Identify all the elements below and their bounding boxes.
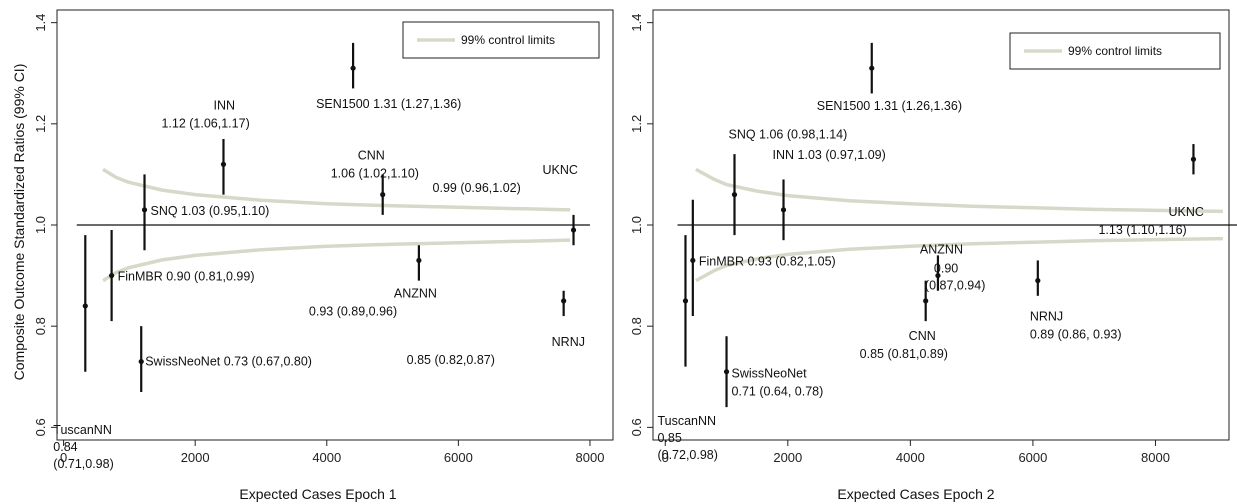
y-tick-label: 0.6 [629,418,644,436]
point-nrnj [1035,278,1041,284]
control-limit-upper [102,167,571,212]
data-label-swissneonet: 0.71 (0.64, 0.78) [732,385,824,399]
y-tick-label: 1.2 [33,115,48,133]
point-finmbr [690,257,696,264]
data-label-cnn: 1.06 (1.02,1.10) [331,167,419,181]
data-label-anznn: ANZNN [920,243,963,257]
data-label-inn: INN [213,98,235,112]
y-tick-label: 1.4 [629,14,644,32]
data-label-tuscannn: 0.84 [53,440,77,454]
point-anznn [416,257,422,264]
x-tick-label: 6000 [1018,450,1047,465]
data-label-tuscannn: 0.85 [657,431,681,445]
y-tick-label: 0.6 [33,418,48,436]
data-label-sen1500: SEN1500 1.31 (1.27,1.36) [316,97,461,111]
point-snq [141,207,148,213]
data-label-uknc: UKNC [543,163,578,177]
data-label-tuscannn: (0.71,0.98) [53,457,113,471]
y-tick-label: 1.0 [33,216,48,234]
data-label-anznn: 0.90 [934,262,958,276]
point-tuscannn [82,303,88,309]
point-sen1500 [350,65,356,71]
point-snq [731,192,738,198]
x-tick-label: 4000 [896,450,925,465]
legend-label: 99% control limits [461,33,555,47]
data-label-uknc: UKNC [1168,205,1203,219]
data-label-finmbr: FinMBR 0.90 (0.81,0.99) [118,270,255,284]
x-tick-label: 4000 [312,450,341,465]
legend-label: 99% control limits [1068,44,1162,58]
data-label-tuscannn: (0.72,0.98) [657,448,717,462]
data-label-nrnj: NRNJ [552,335,585,349]
x-tick-label: 2000 [181,450,210,465]
point-uknc [1190,156,1197,162]
data-label-inn: INN 1.03 (0.97,1.09) [773,148,886,162]
data-label-tuscannn: TuscanNN [53,423,112,437]
data-label-nrnj: NRNJ [1030,310,1063,324]
data-label-finmbr: FinMBR 0.93 (0.82,1.05) [699,254,836,268]
control-limit-lower [102,238,571,283]
control-limit-upper [695,167,1223,214]
data-label-uknc: 1.13 (1.10,1.16) [1098,223,1186,237]
point-tuscannn [682,298,689,304]
chart-panel-epoch-1: 0 2000 4000 6000 8000 0.6 0.8 1.0 1.2 1.4 Expected… [33,9,614,502]
point-sen1500 [869,65,875,71]
point-inn [220,161,227,167]
data-label-anznn: ANZNN [394,286,437,300]
point-anznn [935,272,941,279]
y-tick-label: 1.0 [629,216,644,234]
y-tick-label: 0.8 [33,317,48,335]
y-tick-label: 1.2 [629,115,644,133]
data-label-nrnj: 0.85 (0.82,0.87) [407,353,495,367]
point-finmbr [109,272,115,279]
x-axis-title: Expected Cases Epoch 2 [837,486,994,502]
point-cnn [380,192,386,198]
data-label-uknc: 0.99 (0.96,1.02) [433,181,521,195]
x-axis-title: Expected Cases Epoch 1 [239,486,396,502]
data-label-cnn: CNN [909,329,936,343]
data-label-snq: SNQ 1.03 (0.95,1.10) [151,204,270,218]
x-tick-label: 2000 [773,450,802,465]
x-tick-label: 0 [60,450,67,465]
data-label-cnn: 0.85 (0.81,0.89) [860,347,948,361]
data-label-inn: 1.12 (1.06,1.17) [161,116,249,130]
data-label-anznn: 0.93 (0.89,0.96) [309,304,397,318]
point-swissneonet [723,369,730,375]
data-label-sen1500: SEN1500 1.31 (1.26,1.36) [817,99,962,113]
point-nrnj [561,298,567,304]
y-axis-title: Composite Outcome Standardized Ratios (9… [11,64,27,381]
point-cnn [923,298,929,304]
point-swissneonet [138,358,144,365]
data-label-swissneonet: SwissNeoNet [732,367,808,381]
data-label-swissneonet: SwissNeoNet 0.73 (0.67,0.80) [145,355,312,369]
x-tick-label: 6000 [444,450,473,465]
x-tick-label: 8000 [1141,450,1170,465]
y-tick-label: 1.4 [33,14,48,32]
point-uknc [570,227,577,233]
data-label-anznn: (0.87,0.94) [925,279,985,293]
control-limit-lower [695,236,1223,283]
y-tick-label: 0.8 [629,317,644,335]
x-tick-label: 0 [662,450,669,465]
point-inn [780,207,787,213]
data-label-tuscannn: TuscanNN [657,414,716,428]
data-label-cnn: CNN [358,149,385,163]
chart-panel-epoch-2: 0 2000 4000 6000 8000 0.6 0.8 1.0 1.2 1.4 Expected… [629,9,1237,502]
data-label-nrnj: 0.89 (0.86, 0.93) [1030,328,1122,342]
data-label-snq: SNQ 1.06 (0.98,1.14) [728,128,847,142]
x-tick-label: 8000 [576,450,605,465]
